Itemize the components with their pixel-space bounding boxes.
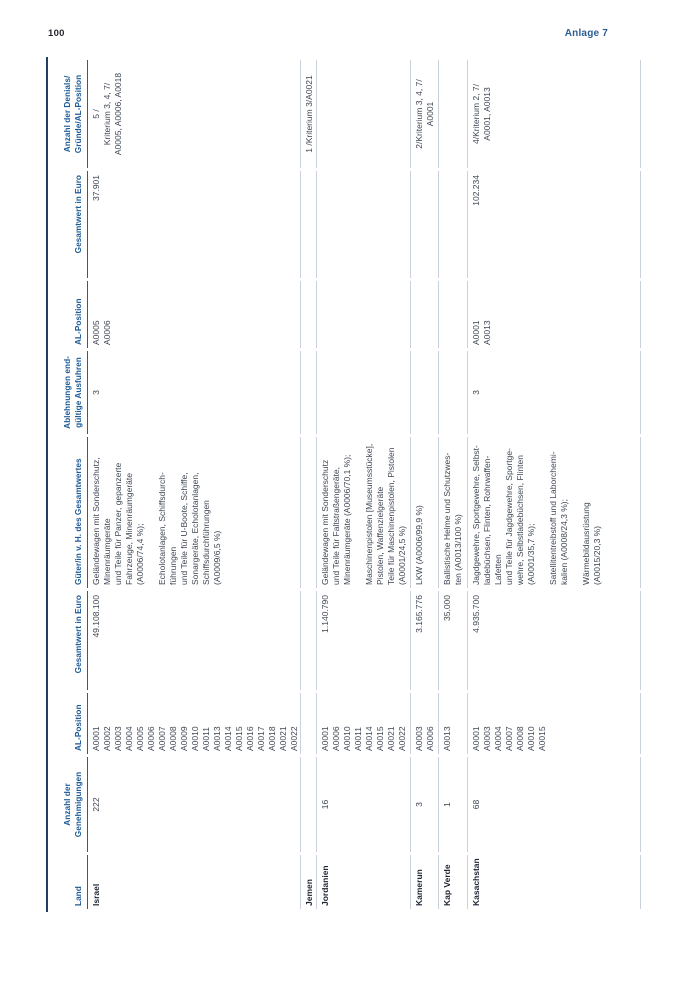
cell-gueter: Ballistische Helme und Schutzwes- ten (A… xyxy=(439,437,468,588)
annex-label: Anlage 7 xyxy=(564,28,608,39)
cell-ablehnungen xyxy=(301,351,317,434)
cell-al-position xyxy=(301,693,317,754)
cell-ablehnungen xyxy=(317,351,411,434)
cell-al-position-denials: A0001 A0013 xyxy=(468,281,641,348)
cell-denials xyxy=(439,60,468,168)
export-denials-table: Land Anzahl der Genehmigungen AL-Positio… xyxy=(46,57,641,912)
cell-ablehnungen: 3 xyxy=(88,351,301,434)
cell-land: Kap Verde xyxy=(439,855,468,909)
cell-land: Jemen xyxy=(301,855,317,909)
table-row-kap-verde: Kap Verde 1 A0013 35.000 Ballistische He… xyxy=(439,60,468,909)
table-row-kamerun: Kamerun 3 A0003 A0006 3.165.776 LKW (A00… xyxy=(411,60,439,909)
col-header-al-position: AL-Position xyxy=(48,693,88,754)
cell-genehmigungen: 3 xyxy=(411,757,439,852)
cell-al-position: A0001 A0006 A0010 A0011 A0014 A0015 A002… xyxy=(317,693,411,754)
cell-al-position-denials: A0005 A0006 xyxy=(88,281,301,348)
col-header-al-position-denials: AL-Position xyxy=(48,281,88,348)
cell-gesamtwert-denials xyxy=(411,171,439,278)
table-row-kasachstan: Kasachstan 68 A0001 A0003 A0004 A0007 A0… xyxy=(468,60,641,909)
cell-al-position-denials xyxy=(301,281,317,348)
cell-gesamtwert: 3.165.776 xyxy=(411,591,439,690)
cell-gesamtwert-denials xyxy=(317,171,411,278)
table-header-row: Land Anzahl der Genehmigungen AL-Positio… xyxy=(48,60,88,909)
cell-land: Kasachstan xyxy=(468,855,641,909)
cell-genehmigungen: 222 xyxy=(88,757,301,852)
cell-gesamtwert xyxy=(301,591,317,690)
cell-ablehnungen xyxy=(411,351,439,434)
cell-denials: 4/Kriterium 2, 7/ A0001, A0013 xyxy=(468,60,641,168)
table-row-jordanien: Jordanien 16 A0001 A0006 A0010 A0011 A00… xyxy=(317,60,411,909)
cell-denials: 1 /Kriterium 3/A0021 xyxy=(301,60,317,168)
cell-ablehnungen xyxy=(439,351,468,434)
cell-gueter: Geländewagen mit Sonderschutz und Teile … xyxy=(317,437,411,588)
cell-al-position: A0003 A0006 xyxy=(411,693,439,754)
cell-gesamtwert: 1.140.790 xyxy=(317,591,411,690)
cell-land: Jordanien xyxy=(317,855,411,909)
cell-al-position-denials xyxy=(411,281,439,348)
cell-gesamtwert-denials: 37.901 xyxy=(88,171,301,278)
cell-gesamtwert: 4.935.700 xyxy=(468,591,641,690)
cell-al-position-denials xyxy=(317,281,411,348)
table-row-israel: Israel 222 A0001 A0002 A0003 A0004 A0005… xyxy=(88,60,301,909)
col-header-land: Land xyxy=(48,855,88,909)
cell-gueter: LKW (A0006/99,9 %) xyxy=(411,437,439,588)
cell-gesamtwert-denials xyxy=(439,171,468,278)
cell-genehmigungen: 16 xyxy=(317,757,411,852)
cell-genehmigungen: 1 xyxy=(439,757,468,852)
cell-ablehnungen: 3 xyxy=(468,351,641,434)
cell-denials: 2/Kriterium 3, 4, 7/ A0001 xyxy=(411,60,439,168)
col-header-gesamtwert-denials: Gesamtwert in Euro xyxy=(48,171,88,278)
page-number: 100 xyxy=(48,28,65,39)
rotated-table-container: Land Anzahl der Genehmigungen AL-Positio… xyxy=(46,57,641,912)
col-header-gesamtwert: Gesamtwert in Euro xyxy=(48,591,88,690)
cell-land: Kamerun xyxy=(411,855,439,909)
cell-gueter xyxy=(301,437,317,588)
cell-al-position: A0001 A0003 A0004 A0007 A0008 A0010 A001… xyxy=(468,693,641,754)
cell-al-position: A0001 A0002 A0003 A0004 A0005 A0006 A000… xyxy=(88,693,301,754)
col-header-genehmigungen: Anzahl der Genehmigungen xyxy=(48,757,88,852)
cell-gesamtwert: 35.000 xyxy=(439,591,468,690)
cell-gesamtwert-denials: 102.234 xyxy=(468,171,641,278)
cell-al-position-denials xyxy=(439,281,468,348)
cell-genehmigungen xyxy=(301,757,317,852)
cell-gesamtwert-denials xyxy=(301,171,317,278)
col-header-gueter: Güter/in v. H. des Gesamtwertes xyxy=(48,437,88,588)
cell-denials: 5 / Kriterium 3, 4, 7/ A0005, A0006, A00… xyxy=(88,60,301,168)
cell-gueter: Geländewagen mit Sonderschutz, Minenräum… xyxy=(88,437,301,588)
cell-gesamtwert: 49.108.100 xyxy=(88,591,301,690)
cell-land: Israel xyxy=(88,855,301,909)
col-header-ablehnungen: Ablehnungen end- gültige Ausfuhren xyxy=(48,351,88,434)
cell-al-position: A0013 xyxy=(439,693,468,754)
col-header-denials: Anzahl der Denials/ Gründe/AL-Position xyxy=(48,60,88,168)
cell-denials xyxy=(317,60,411,168)
table-row-jemen: Jemen 1 /Kriterium 3/A0021 xyxy=(301,60,317,909)
cell-genehmigungen: 68 xyxy=(468,757,641,852)
cell-gueter: Jagdgewehre, Sportgewehre, Selbst- ladeb… xyxy=(468,437,641,588)
